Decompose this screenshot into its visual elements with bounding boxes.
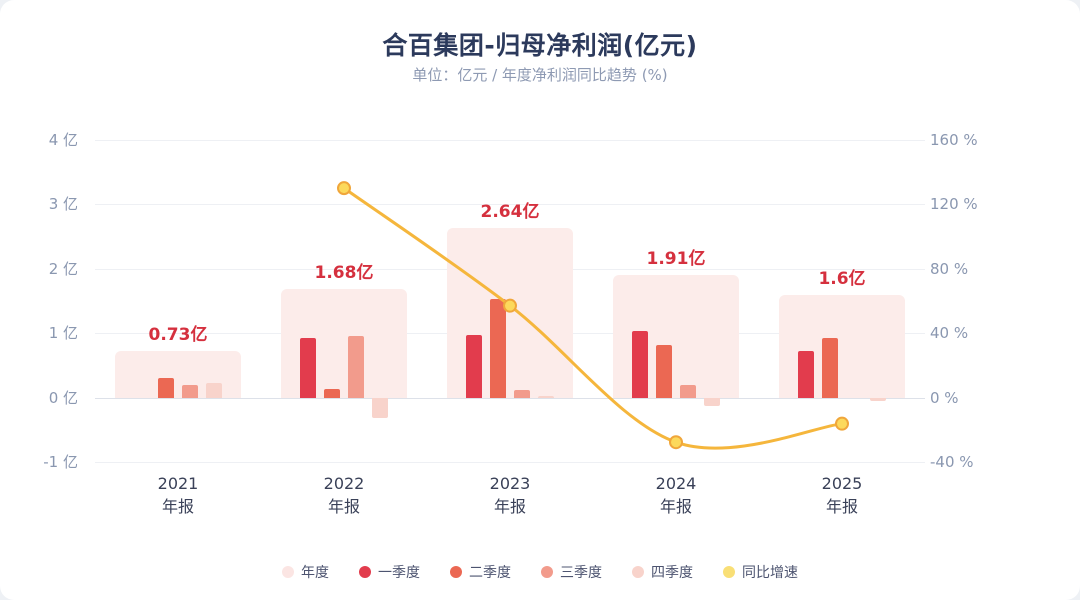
grid-line (95, 462, 925, 463)
trend-point[interactable] (669, 435, 683, 450)
left-axis-tick: 2 亿 (48, 259, 78, 278)
annual-value-label: 1.68亿 (314, 263, 374, 284)
right-axis-tick: 160 % (930, 131, 978, 149)
legend-label: 一季度 (378, 565, 420, 581)
legend-item-同比增速[interactable]: 同比增速 (723, 562, 798, 582)
left-axis-tick: 1 亿 (48, 324, 78, 343)
quarter-bar-一季度[interactable] (632, 330, 648, 398)
quarter-bar-二季度[interactable] (158, 377, 174, 398)
annual-value-label: 0.73亿 (148, 324, 208, 345)
legend-item-三季度[interactable]: 三季度 (541, 562, 602, 582)
grid-line (95, 140, 925, 141)
legend-dot (723, 566, 735, 578)
quarter-bar-四季度[interactable] (206, 382, 222, 398)
quarter-bar-二季度[interactable] (656, 345, 672, 398)
quarter-bar-二季度[interactable] (324, 389, 340, 398)
legend-item-二季度[interactable]: 二季度 (450, 562, 511, 582)
trend-point[interactable] (503, 298, 517, 313)
legend-item-年度[interactable]: 年度 (282, 562, 329, 582)
annual-value-label: 1.6亿 (818, 268, 866, 289)
legend-label: 年度 (301, 565, 329, 581)
x-axis-label-period: 年报 (659, 497, 692, 516)
chart-title: 合百集团-归母净利润(亿元) (382, 31, 698, 60)
legend-label: 二季度 (469, 565, 511, 581)
right-axis-tick: 120 % (930, 195, 978, 214)
x-axis-label-year: 2023 (489, 474, 531, 493)
x-axis-label-year: 2021 (157, 474, 199, 493)
right-axis-tick: -40 % (930, 453, 974, 471)
legend-dot (632, 566, 644, 578)
legend-label: 同比增速 (742, 565, 798, 581)
x-axis-label-year: 2024 (655, 474, 697, 493)
right-axis-tick: 80 % (930, 259, 969, 278)
quarter-bar-三季度[interactable] (514, 389, 530, 398)
quarter-bar-三季度[interactable] (680, 385, 696, 398)
grid-line (95, 397, 925, 399)
legend-item-一季度[interactable]: 一季度 (359, 562, 420, 582)
quarter-bar-四季度[interactable] (704, 397, 720, 406)
left-axis-tick: 0 亿 (48, 388, 78, 407)
annual-value-label: 2.64亿 (480, 201, 540, 222)
legend-dot (359, 566, 371, 578)
x-axis-label: 2025 年报 (782, 472, 902, 518)
legend-label: 四季度 (651, 565, 693, 581)
legend-dot (541, 566, 553, 578)
x-axis-label-year: 2025 (821, 474, 863, 493)
legend-label: 三季度 (560, 565, 602, 581)
x-axis-label-period: 年报 (493, 497, 526, 516)
quarter-bar-二季度[interactable] (822, 338, 838, 398)
x-axis-label-year: 2022 (323, 474, 365, 493)
left-axis-tick: -1 亿 (43, 453, 78, 471)
quarter-bar-四季度[interactable] (538, 396, 554, 398)
x-axis-label-period: 年报 (161, 497, 194, 516)
right-axis-tick: 40 % (930, 324, 969, 343)
quarter-bar-三季度[interactable] (182, 385, 198, 398)
quarter-bar-四季度[interactable] (372, 397, 388, 419)
quarter-bar-二季度[interactable] (490, 299, 506, 398)
legend-dot (450, 566, 462, 578)
quarter-bar-一季度[interactable] (466, 335, 482, 398)
legend-item-四季度[interactable]: 四季度 (632, 562, 693, 582)
left-axis-tick: 3 亿 (48, 195, 78, 214)
x-axis-label: 2021 年报 (118, 472, 238, 518)
quarter-bar-一季度[interactable] (798, 350, 814, 398)
quarter-bar-一季度[interactable] (300, 338, 316, 398)
quarter-bar-三季度[interactable] (348, 336, 364, 398)
annual-total-bar[interactable] (115, 350, 241, 398)
x-axis-label-period: 年报 (825, 497, 858, 516)
x-axis-label: 2022 年报 (284, 472, 404, 518)
legend: 年度 一季度 二季度 三季度 四季度 同比增速 (0, 562, 1080, 582)
trend-point[interactable] (337, 181, 351, 196)
legend-dot (282, 566, 294, 578)
x-axis-label: 2023 年报 (450, 472, 570, 518)
left-axis-tick: 4 亿 (48, 131, 78, 149)
trend-point[interactable] (835, 416, 849, 431)
x-axis-label: 2024 年报 (616, 472, 736, 518)
annual-value-label: 1.91亿 (646, 248, 706, 269)
chart-subtitle: 单位：亿元 / 年度净利润同比趋势 (%) (412, 66, 668, 84)
right-axis-tick: 0 % (930, 388, 959, 407)
x-axis-label-period: 年报 (327, 497, 360, 516)
quarter-bar-四季度[interactable] (870, 397, 886, 401)
